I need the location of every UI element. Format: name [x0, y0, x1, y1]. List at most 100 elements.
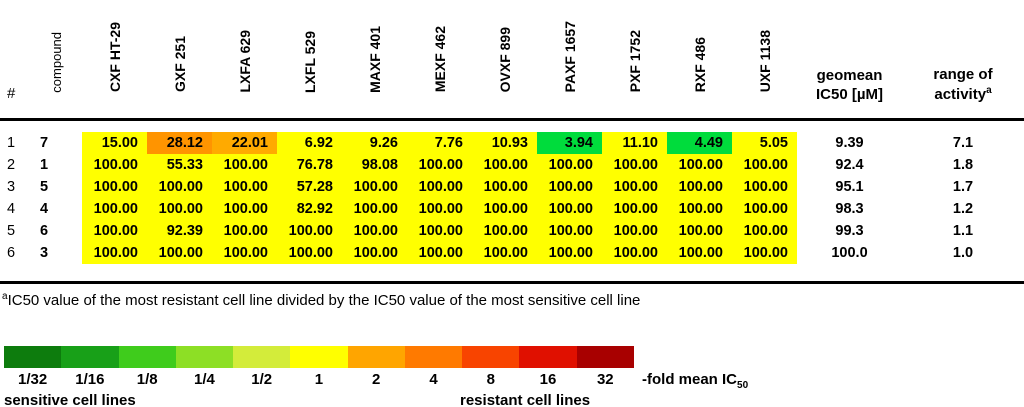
geomean-column-header: geomean IC50 [µM]	[797, 0, 902, 121]
scale-swatch	[519, 346, 577, 368]
ic50-cell: 82.92	[277, 198, 342, 220]
table-body: 1 7 15.00 28.12 22.01 6.92 9.26 7.76 10.93 3.94 11…	[0, 119, 1024, 264]
ic50-cell: 100.00	[147, 242, 212, 264]
ic50-cell: 100.00	[147, 198, 212, 220]
color-scale-labels: 1/32 1/16 1/8 1/4 1/2 1 2 4 8 16 32 -fold mean IC5…	[4, 371, 1024, 391]
scale-label: 1/32	[18, 371, 48, 388]
row-number: 5	[7, 223, 16, 239]
table-row: 6 3 100.00 100.00 100.00 100.00 100.00 100.00 10…	[0, 242, 1024, 264]
compound-header-label: compound	[48, 31, 64, 93]
ic50-cell: 100.00	[277, 220, 342, 242]
ic50-cell: 100.00	[602, 176, 667, 198]
scale-captions: sensitive cell lines resistant cell line…	[4, 392, 1020, 407]
row-number: 4	[7, 201, 16, 217]
scale-swatch	[118, 346, 176, 368]
table-row: 2 1 100.00 55.33 100.00 76.78 98.08 100.00 100.0…	[0, 154, 1024, 176]
ic50-cell: 100.00	[732, 242, 797, 264]
sensitive-cell-lines-caption: sensitive cell lines	[4, 392, 136, 407]
ic50-cell: 55.33	[147, 154, 212, 176]
cell-line-header: RXF 486	[667, 0, 732, 121]
range-value: 1.2	[952, 201, 974, 217]
ic50-cell: 100.00	[667, 154, 732, 176]
range-header-line1: range of	[933, 66, 993, 83]
geomean-header-line1: geomean	[816, 67, 883, 84]
ic50-cell: 100.00	[667, 198, 732, 220]
scale-label: 8	[486, 371, 495, 388]
cell-line-header-label: RXF 486	[691, 37, 708, 93]
row-number: 3	[7, 179, 16, 195]
scale-label: 2	[372, 371, 381, 388]
ic50-cell: 100.00	[602, 198, 667, 220]
cell-line-header-label: PXF 1752	[626, 30, 643, 93]
rank-column-header: #	[0, 0, 30, 121]
ic50-cell: 100.00	[537, 154, 602, 176]
ic50-cell: 3.94	[537, 132, 602, 154]
scale-label: 16	[539, 371, 557, 388]
ic50-cell: 7.76	[407, 132, 472, 154]
range-value: 1.7	[952, 179, 974, 195]
ic50-cell: 100.00	[212, 220, 277, 242]
ic50-cell: 76.78	[277, 154, 342, 176]
cell-line-header-label: CXF HT-29	[106, 22, 123, 93]
ic50-cell: 100.00	[342, 220, 407, 242]
range-value: 1.0	[952, 245, 974, 261]
cell-line-header-label: LXFA 629	[236, 29, 253, 93]
ic50-cell: 100.00	[667, 176, 732, 198]
geomean-value: 92.4	[835, 157, 864, 173]
row-number: 1	[7, 135, 16, 151]
ic50-cell: 100.00	[212, 176, 277, 198]
ic50-cell: 100.00	[82, 176, 147, 198]
cell-line-header-label: LXFL 529	[301, 30, 318, 93]
ic50-cell: 15.00	[82, 132, 147, 154]
ic50-cell: 100.00	[407, 242, 472, 264]
ic50-cell: 100.00	[602, 242, 667, 264]
ic50-cell: 22.01	[212, 132, 277, 154]
footnote: aIC50 value of the most resistant cell l…	[2, 291, 1024, 309]
scale-label: 32	[596, 371, 614, 388]
ic50-cell: 100.00	[472, 176, 537, 198]
cell-line-header-label: MEXF 462	[431, 26, 448, 93]
compound-id: 5	[40, 179, 49, 195]
cell-line-header: OVXF 899	[472, 0, 537, 121]
scale-label: 1/16	[75, 371, 105, 388]
ic50-cell: 28.12	[147, 132, 212, 154]
divider-line	[0, 281, 1024, 284]
scale-swatch	[462, 346, 520, 368]
ic50-cell: 100.00	[537, 242, 602, 264]
ic50-cell: 100.00	[602, 154, 667, 176]
scale-label: 1	[314, 371, 324, 388]
ic50-table: # compound CXF HT-29 GXF 251 LXFA 629 LX…	[0, 0, 1024, 264]
scale-swatch	[290, 346, 348, 368]
footnote-marker: a	[986, 84, 992, 96]
ic50-cell: 100.00	[212, 198, 277, 220]
ic50-cell: 100.00	[472, 220, 537, 242]
cell-line-header-label: PAXF 1657	[561, 21, 578, 93]
row-number: 6	[7, 245, 16, 261]
geomean-value: 95.1	[835, 179, 864, 195]
ic50-cell: 57.28	[277, 176, 342, 198]
cell-line-header-label: OVXF 899	[496, 27, 513, 93]
ic50-cell: 100.00	[342, 242, 407, 264]
ic50-cell: 100.00	[407, 220, 472, 242]
ic50-cell: 92.39	[147, 220, 212, 242]
scale-label: 1/4	[194, 371, 215, 388]
ic50-cell: 11.10	[602, 132, 667, 154]
cell-line-header: PAXF 1657	[537, 0, 602, 121]
ic50-cell: 100.00	[82, 198, 147, 220]
ic50-cell: 98.08	[342, 154, 407, 176]
ic50-cell: 100.00	[732, 154, 797, 176]
ic50-cell: 100.00	[212, 242, 277, 264]
range-column-header: range of activitya	[902, 0, 1024, 121]
compound-id: 7	[40, 135, 49, 151]
compound-id: 6	[40, 223, 49, 239]
cell-line-header-label: GXF 251	[171, 36, 188, 93]
row-number: 2	[7, 157, 16, 173]
ic50-cell: 100.00	[82, 220, 147, 242]
resistant-cell-lines-caption: resistant cell lines	[460, 392, 591, 407]
cell-line-header: MAXF 401	[342, 0, 407, 121]
ic50-cell: 100.00	[82, 154, 147, 176]
ic50-cell: 100.00	[732, 198, 797, 220]
range-header-line2: activitya	[934, 84, 992, 103]
scale-swatch	[4, 346, 62, 368]
